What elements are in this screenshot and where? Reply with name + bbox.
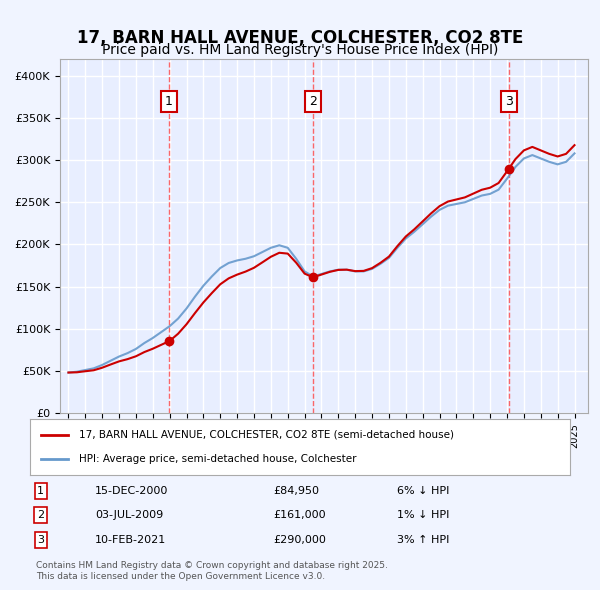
Text: 2: 2 (309, 95, 317, 108)
Text: 17, BARN HALL AVENUE, COLCHESTER, CO2 8TE (semi-detached house): 17, BARN HALL AVENUE, COLCHESTER, CO2 8T… (79, 430, 454, 440)
Text: This data is licensed under the Open Government Licence v3.0.: This data is licensed under the Open Gov… (36, 572, 325, 581)
Text: 3: 3 (505, 95, 513, 108)
Text: 1% ↓ HPI: 1% ↓ HPI (397, 510, 449, 520)
Text: 6% ↓ HPI: 6% ↓ HPI (397, 486, 449, 496)
Text: 1: 1 (37, 486, 44, 496)
Text: 15-DEC-2000: 15-DEC-2000 (95, 486, 168, 496)
Text: £161,000: £161,000 (273, 510, 326, 520)
Text: HPI: Average price, semi-detached house, Colchester: HPI: Average price, semi-detached house,… (79, 454, 356, 464)
Text: 2: 2 (37, 510, 44, 520)
Text: Contains HM Land Registry data © Crown copyright and database right 2025.: Contains HM Land Registry data © Crown c… (36, 560, 388, 569)
Text: 1: 1 (165, 95, 173, 108)
Text: 10-FEB-2021: 10-FEB-2021 (95, 535, 166, 545)
Text: Price paid vs. HM Land Registry's House Price Index (HPI): Price paid vs. HM Land Registry's House … (102, 43, 498, 57)
Text: 17, BARN HALL AVENUE, COLCHESTER, CO2 8TE: 17, BARN HALL AVENUE, COLCHESTER, CO2 8T… (77, 30, 523, 47)
Text: 3% ↑ HPI: 3% ↑ HPI (397, 535, 449, 545)
Text: £84,950: £84,950 (273, 486, 319, 496)
Text: 3: 3 (37, 535, 44, 545)
Text: 03-JUL-2009: 03-JUL-2009 (95, 510, 163, 520)
Text: £290,000: £290,000 (273, 535, 326, 545)
